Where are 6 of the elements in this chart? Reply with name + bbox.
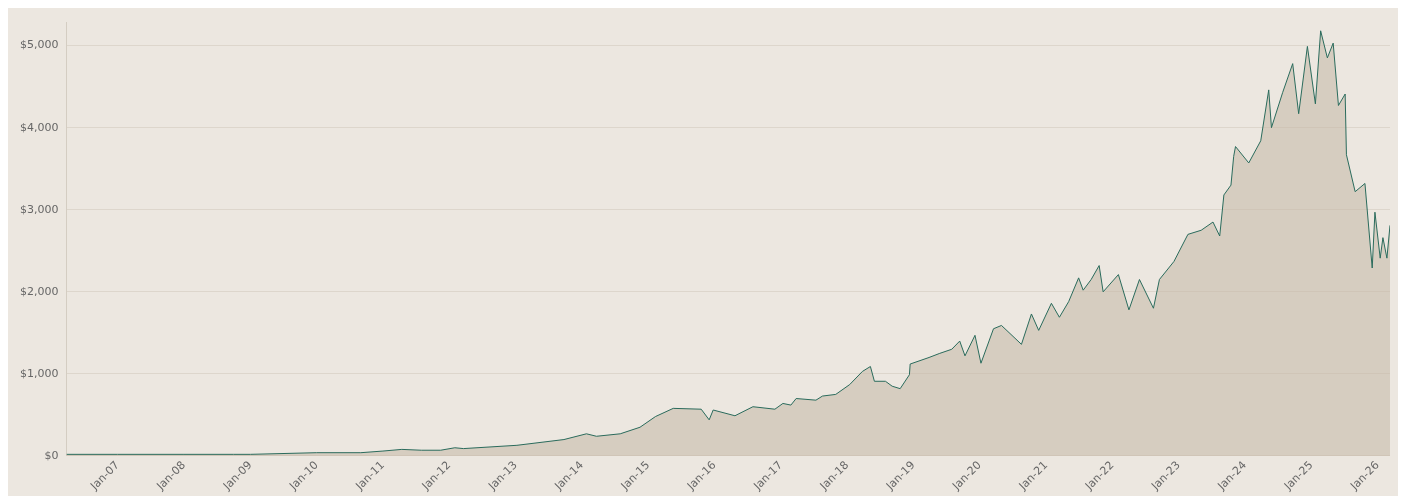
y-tick-label: $1,000	[19, 366, 59, 380]
y-tick-label: $4,000	[19, 120, 59, 134]
y-tick-label: $5,000	[19, 38, 59, 52]
y-tick-label: $2,000	[19, 284, 59, 298]
y-tick-label: $0	[44, 448, 59, 462]
y-tick-label: $3,000	[19, 202, 59, 216]
